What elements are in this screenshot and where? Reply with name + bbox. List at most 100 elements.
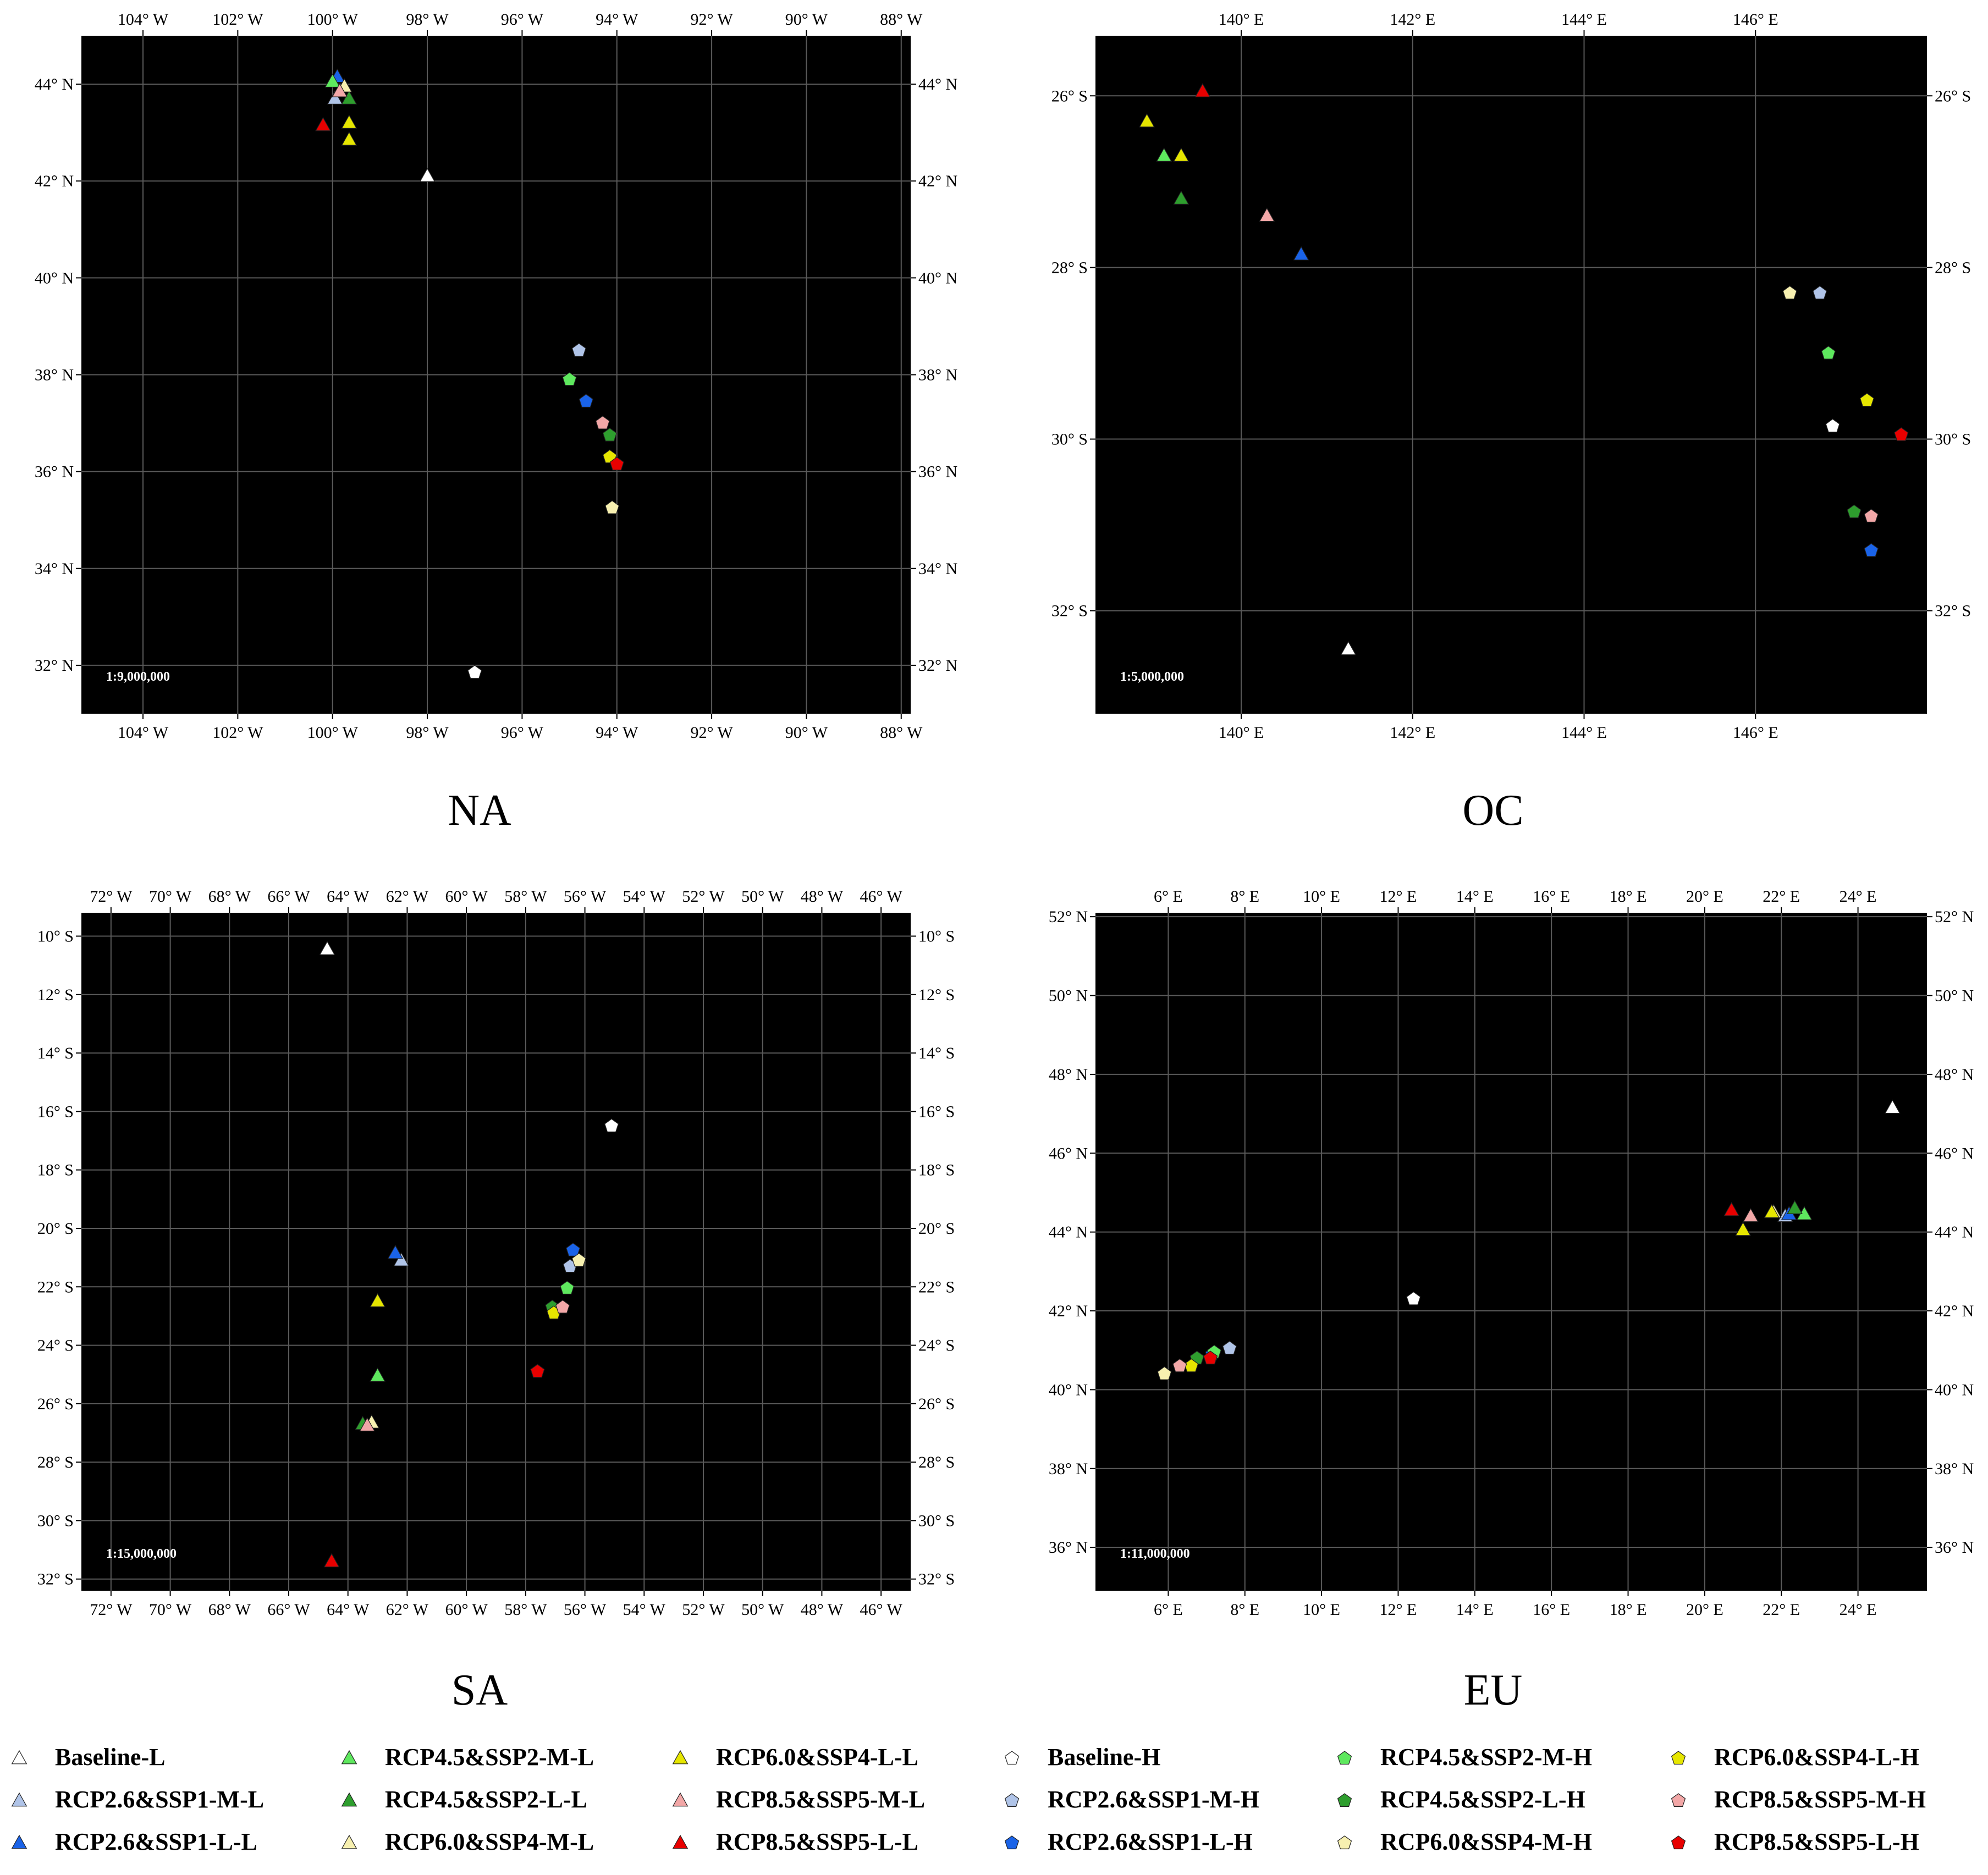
x-tick-label-bottom: 98° W (406, 724, 449, 742)
x-tick-label-bottom: 90° W (785, 724, 828, 742)
x-tick-label-top: 146° E (1733, 10, 1778, 29)
y-tick-label-right: 22° S (918, 1278, 955, 1296)
x-tick-label-top: 6° E (1154, 887, 1183, 906)
y-tick-label-left: 26° S (1051, 87, 1088, 105)
point-baseline-h (467, 665, 482, 679)
x-tick-label-top: 50° W (741, 887, 784, 906)
legend-item: RCP4.5&SSP2-M-L (341, 1744, 594, 1771)
y-tick-label-left: 44° N (35, 75, 74, 93)
y-tick-label-left: 24° S (37, 1337, 74, 1355)
y-tick-label-right: 42° N (1935, 1302, 1974, 1320)
y-tick-label-left: 32° S (1051, 602, 1088, 620)
x-tick-label-top: 66° W (267, 887, 310, 906)
legend-item: Baseline-L (11, 1744, 165, 1771)
point-rcp6-0-ssp4-m-h (571, 1253, 586, 1267)
legend-item: RCP2.6&SSP1-M-H (1004, 1786, 1259, 1813)
x-tick-label-bottom: 58° W (504, 1601, 547, 1619)
gridlines (1095, 913, 1927, 1591)
map-panel-sa: 72° W 72° W 70° W 70° W 68° W 68° W 66° W 66° W… (37, 887, 955, 1714)
x-tick-label-bottom: 46° W (860, 1601, 903, 1619)
point-rcp6-0-ssp4-l-l (1735, 1221, 1751, 1236)
point-rcp4-5-ssp2-m-l (324, 73, 341, 88)
plot-background (81, 913, 911, 1591)
legend-label: Baseline-L (55, 1744, 165, 1771)
point-rcp6-0-ssp4-l-l (1139, 113, 1155, 128)
y-tick-label-right: 16° S (918, 1102, 955, 1121)
legend-marker-pentagon (1671, 1793, 1686, 1807)
point-rcp2-6-ssp1-m-l (393, 1252, 409, 1266)
x-tick-label-top: 72° W (90, 887, 133, 906)
x-tick-label-top: 68° W (208, 887, 251, 906)
legend-item: RCP6.0&SSP4-L-H (1671, 1744, 1919, 1771)
x-tick-label-top: 16° E (1533, 887, 1570, 906)
y-tick-label-left: 28° S (1051, 258, 1088, 277)
point-rcp8-5-ssp5-l-h (609, 456, 624, 471)
x-tick-label-bottom: 144° E (1561, 724, 1607, 742)
y-tick-label-right: 14° S (918, 1044, 955, 1062)
tick-labels: 72° W 72° W 70° W 70° W 68° W 68° W 66° W 66° W… (37, 887, 955, 1619)
map-panel-na: 104° W 104° W 102° W 102° W 100° W 100° W 98° … (35, 10, 957, 835)
point-baseline-h (604, 1118, 619, 1133)
x-tick-label-top: 144° E (1561, 10, 1607, 29)
legend-item: RCP4.5&SSP2-L-H (1337, 1786, 1585, 1813)
point-rcp2-6-ssp1-m-l (327, 90, 343, 104)
legend-marker-pentagon (1004, 1793, 1020, 1807)
y-tick-label-left: 40° N (1049, 1381, 1088, 1399)
tick-marks (76, 30, 916, 719)
panel-title: EU (1464, 1666, 1523, 1714)
x-tick-label-bottom: 6° E (1154, 1601, 1183, 1619)
plot-background (1095, 36, 1927, 714)
gridlines (81, 36, 911, 714)
legend-item: Baseline-H (1004, 1744, 1160, 1771)
legend-marker-pentagon (1671, 1751, 1686, 1765)
x-tick-label-top: 98° W (406, 10, 449, 29)
point-rcp8-5-ssp5-m-l (1259, 207, 1275, 222)
legend-marker-pentagon (1337, 1793, 1352, 1807)
legend-label: RCP8.5&SSP5-L-H (1714, 1828, 1919, 1855)
legend-item: RCP2.6&SSP1-L-H (1004, 1828, 1253, 1855)
tick-marks (1090, 30, 1932, 719)
point-baseline-l (419, 168, 436, 182)
x-tick-label-top: 64° W (327, 887, 370, 906)
x-tick-label-top: 92° W (690, 10, 733, 29)
x-tick-label-top: 24° E (1840, 887, 1877, 906)
x-tick-label-top: 140° E (1219, 10, 1264, 29)
x-tick-label-top: 20° E (1686, 887, 1723, 906)
legend-label: RCP4.5&SSP2-M-H (1380, 1744, 1592, 1771)
map-scale-label: 1:15,000,000 (106, 1547, 177, 1561)
map-panels: 104° W 104° W 102° W 102° W 100° W 100° W 98° … (35, 10, 1974, 1714)
x-tick-label-top: 100° W (307, 10, 359, 29)
point-rcp2-6-ssp1-l-l (387, 1244, 404, 1259)
x-tick-label-bottom: 140° E (1219, 724, 1264, 742)
point-rcp8-5-ssp5-l-l (1194, 83, 1211, 97)
legend-label: RCP8.5&SSP5-M-H (1714, 1786, 1926, 1813)
x-tick-label-bottom: 12° E (1380, 1601, 1417, 1619)
y-tick-label-left: 30° S (37, 1512, 74, 1530)
gridlines (81, 913, 911, 1591)
x-tick-label-bottom: 88° W (880, 724, 923, 742)
legend-marker-triangle (341, 1750, 357, 1764)
x-tick-label-bottom: 104° W (118, 724, 169, 742)
point-rcp8-5-ssp5-l-l (323, 1553, 340, 1568)
legend-label: RCP6.0&SSP4-M-H (1380, 1828, 1592, 1855)
legend-marker-triangle (672, 1834, 689, 1849)
point-rcp6-0-ssp4-m-h (605, 500, 620, 514)
y-tick-label-right: 10° S (918, 928, 955, 946)
point-rcp8-5-ssp5-m-h (1864, 509, 1879, 523)
y-tick-label-left: 40° N (35, 269, 74, 287)
y-tick-label-left: 46° N (1049, 1144, 1088, 1162)
x-tick-label-top: 96° W (501, 10, 544, 29)
map-panel-oc: 140° E 140° E 142° E 142° E 144° E 144° E 146°… (1051, 10, 1971, 835)
legend-label: RCP2.6&SSP1-L-L (55, 1828, 257, 1855)
x-tick-label-bottom: 68° W (208, 1601, 251, 1619)
point-baseline-h (1406, 1291, 1421, 1305)
x-tick-label-top: 18° E (1610, 887, 1647, 906)
point-rcp4-5-ssp2-l-l (1173, 190, 1190, 205)
y-tick-label-left: 36° N (1049, 1538, 1088, 1557)
y-tick-label-right: 36° N (918, 463, 957, 481)
y-tick-label-left: 20° S (37, 1220, 74, 1238)
x-tick-label-bottom: 92° W (690, 724, 733, 742)
legend-item: RCP4.5&SSP2-L-L (341, 1786, 587, 1813)
y-tick-label-right: 30° S (918, 1512, 955, 1530)
